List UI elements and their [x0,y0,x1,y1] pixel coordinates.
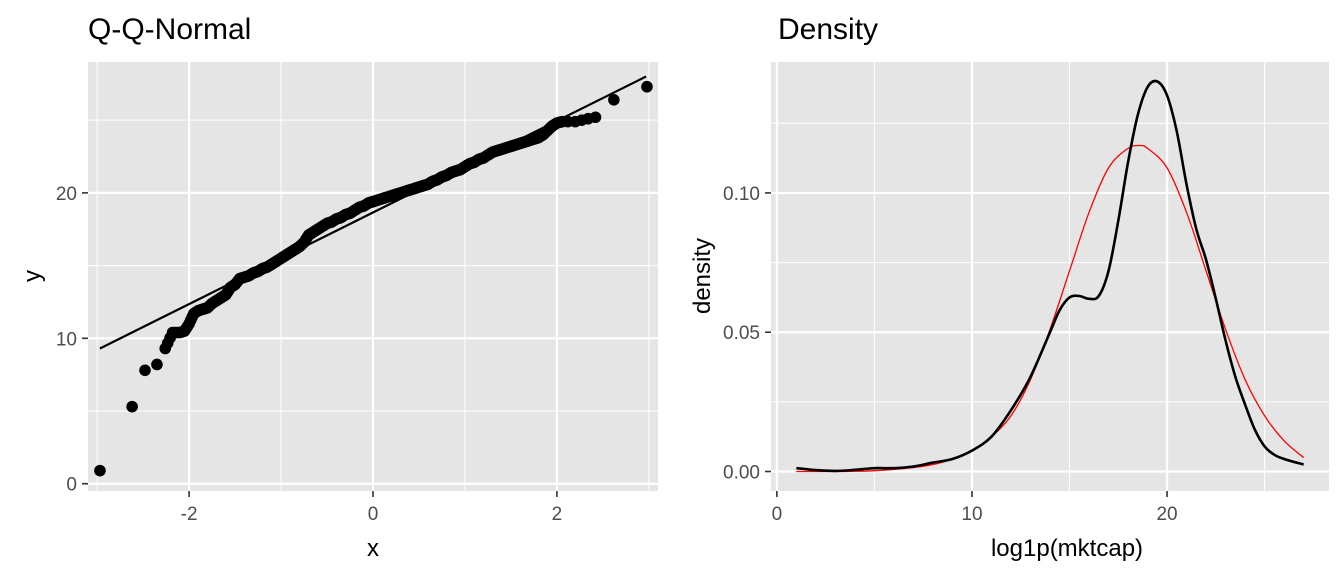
y-tick-label: 20 [56,184,77,205]
qq-x-ticks: -2 0 2 [181,491,562,525]
qq-point [608,94,620,106]
y-tick-label: 0.05 [723,323,760,344]
density-chart: Density 0 10 20 0.00 0.05 0.10 log1p(mktcap)… [689,13,1329,562]
y-tick-label: 0.10 [723,184,760,205]
qq-point [151,358,163,371]
density-x-axis-title: log1p(mktcap) [991,535,1143,562]
density-y-axis-title: density [689,238,716,314]
y-tick-label: 10 [56,329,77,350]
qq-normal-chart: Q-Q-Normal -2 0 2 0 10 20 x y [19,13,658,562]
y-tick-label: 0.00 [723,463,760,484]
density-x-ticks: 0 10 20 [772,491,1178,525]
x-tick-label: 10 [961,504,982,525]
qq-x-axis-title: x [367,535,379,562]
qq-point [641,80,653,93]
qq-point [589,111,602,124]
x-tick-label: 2 [552,504,563,525]
x-tick-label: 0 [368,504,379,525]
qq-chart-title: Q-Q-Normal [88,13,251,46]
density-plot-panel [771,62,1329,491]
density-chart-title: Density [778,13,878,46]
qq-point [139,364,151,377]
density-y-ticks: 0.00 0.05 0.10 [723,184,771,484]
qq-point [94,464,106,477]
qq-points [94,80,653,477]
empirical-density-line [796,79,1304,473]
x-tick-label: -2 [181,504,198,525]
x-tick-label: 20 [1156,504,1177,525]
density-series [796,79,1305,473]
y-tick-label: 0 [66,475,77,496]
qq-y-axis-title: y [19,270,46,282]
qq-y-ticks: 0 10 20 [56,184,88,496]
qq-gridlines [88,62,658,491]
x-tick-label: 0 [772,504,783,525]
qq-point [126,400,138,413]
